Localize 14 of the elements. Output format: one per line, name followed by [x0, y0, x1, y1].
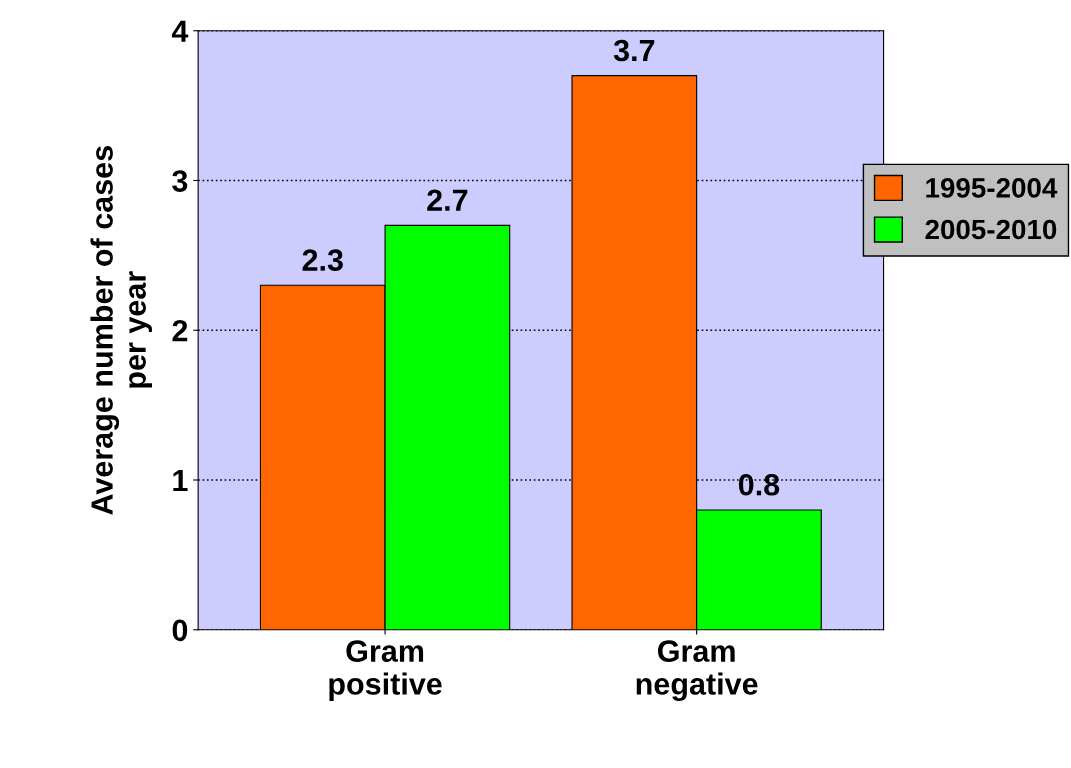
legend-label: 1995-2004 — [926, 178, 1058, 198]
y-tick-label: 4 — [171, 20, 189, 42]
y-tick-label: 0 — [172, 619, 188, 642]
y-tick-label: 3 — [172, 170, 188, 192]
y-tick-label: 2 — [172, 319, 188, 342]
x-tick-label: Gram positive — [329, 640, 442, 701]
data-label: 2.3 — [302, 249, 343, 271]
legend-label: 2005-2010 — [925, 219, 1057, 240]
data-label: 2.7 — [427, 189, 468, 211]
y-tick-label: 1 — [173, 470, 188, 492]
data-label: 0.8 — [738, 473, 780, 496]
data-label: 3.7 — [613, 39, 655, 62]
y-axis-title: Average number of cases per year — [90, 146, 152, 515]
x-tick-label: Gram negative — [636, 640, 758, 702]
